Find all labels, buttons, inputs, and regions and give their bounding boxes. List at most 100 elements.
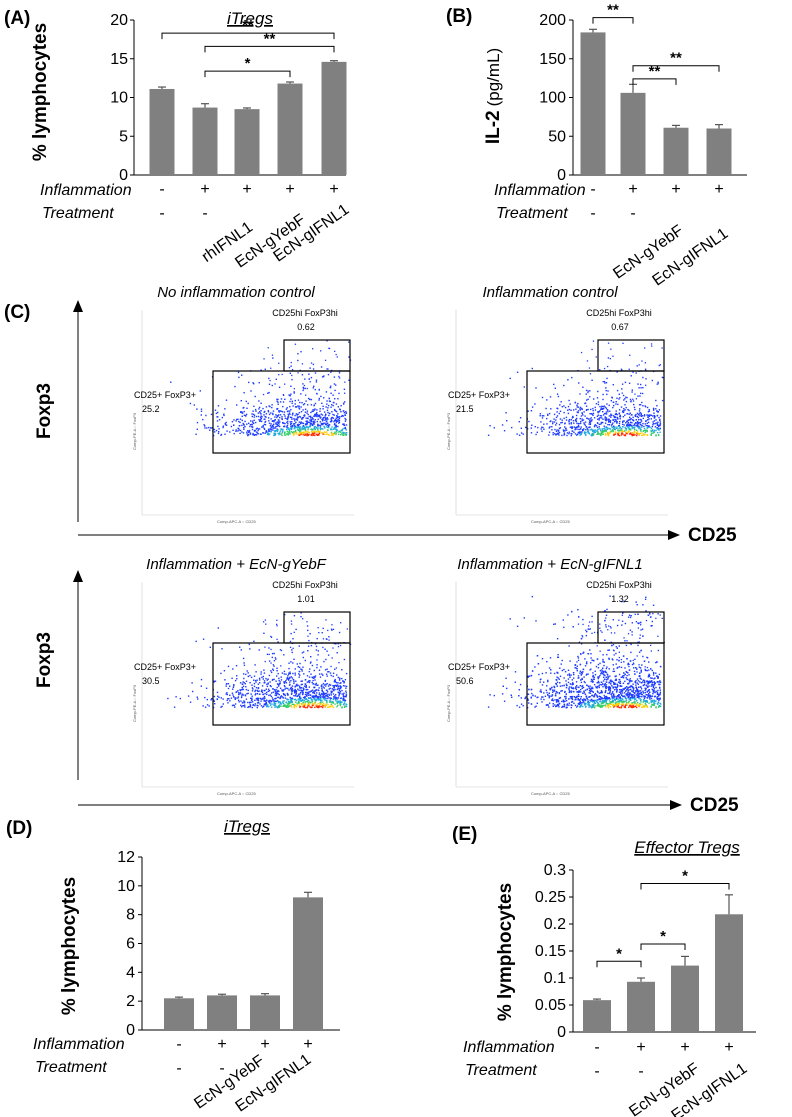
flow-plot-event bbox=[271, 706, 273, 708]
flow-plot-event bbox=[536, 655, 539, 657]
flow-plot-event bbox=[657, 411, 659, 413]
flow-plot-event bbox=[286, 407, 288, 409]
flow-plot-event bbox=[320, 428, 322, 431]
flow-plot-event bbox=[543, 428, 545, 430]
flow-plot-event bbox=[552, 699, 554, 702]
flow-plot-event bbox=[234, 703, 237, 705]
flow-plot-event bbox=[260, 369, 262, 371]
flow-plot-event bbox=[294, 425, 296, 427]
flow-plot-event bbox=[173, 706, 176, 708]
flow-plot-event bbox=[257, 697, 260, 700]
flow-plot-event bbox=[299, 662, 301, 665]
flow-plot-event bbox=[287, 698, 290, 701]
flow-plot-event bbox=[580, 420, 582, 423]
flow-plot-event bbox=[286, 701, 288, 703]
flow-plot-event bbox=[603, 430, 605, 432]
flow-plot-event bbox=[503, 430, 506, 432]
flow-plot-event bbox=[598, 695, 600, 697]
flow-plot-event bbox=[284, 688, 286, 690]
flow-plot-event bbox=[335, 384, 337, 386]
flow-plot-event bbox=[645, 694, 647, 696]
flow-plot-event bbox=[326, 695, 329, 697]
flow-plot-event bbox=[227, 687, 230, 690]
flow-plot-event bbox=[189, 701, 192, 703]
flow-plot-event bbox=[629, 423, 631, 425]
flow-plot-event bbox=[331, 404, 333, 406]
flow-plot-event bbox=[572, 683, 574, 685]
flow-plot-event bbox=[202, 418, 204, 421]
flow-plot-event bbox=[241, 415, 243, 417]
flow-plot-event bbox=[291, 651, 293, 654]
flow-plot-event bbox=[580, 351, 583, 354]
flow-plot-event bbox=[222, 703, 224, 705]
flow-plot-event bbox=[250, 701, 252, 703]
flow-plot-event bbox=[630, 424, 632, 426]
flow-plot-event bbox=[632, 706, 634, 708]
flow-plot-x-channel: Comp-APC-A :: CD25 bbox=[531, 519, 570, 524]
flow-plot-event bbox=[344, 685, 346, 687]
flow-plot-event bbox=[315, 684, 317, 686]
flow-plot-event bbox=[646, 706, 649, 708]
flow-plot-event bbox=[217, 416, 219, 418]
flow-plot-event bbox=[300, 683, 303, 686]
flow-plot-event bbox=[268, 674, 271, 677]
flow-plot-event bbox=[591, 419, 593, 421]
flow-plot-event bbox=[328, 414, 330, 417]
flow-plot-event bbox=[567, 412, 570, 415]
flow-plot-event bbox=[278, 702, 280, 704]
flow-plot-event bbox=[285, 682, 288, 684]
flow-plot-event bbox=[631, 391, 633, 393]
flow-plot-event bbox=[287, 703, 290, 705]
flow-plot-event bbox=[539, 690, 541, 693]
flow-plot-event bbox=[312, 421, 315, 423]
flow-plot-event bbox=[263, 414, 265, 416]
flow-plot-event bbox=[618, 425, 621, 427]
flow-plot-event bbox=[276, 667, 278, 669]
panel-b-significance-bracket bbox=[592, 17, 634, 24]
flow-plot-event bbox=[233, 684, 235, 686]
flow-plot-event bbox=[258, 677, 261, 679]
flow-plot-event bbox=[289, 646, 292, 648]
flow-plot-event bbox=[275, 658, 277, 660]
flow-plot-event bbox=[531, 424, 533, 426]
flow-plot-event bbox=[286, 428, 288, 431]
flow-plot-event bbox=[288, 429, 291, 431]
flow-plot-event bbox=[252, 432, 254, 435]
flow-plot-event bbox=[257, 699, 259, 701]
flow-plot-event bbox=[263, 682, 265, 684]
flow-plot-event bbox=[557, 704, 560, 706]
flow-plot-event bbox=[623, 688, 625, 690]
flow-plot-event bbox=[299, 693, 301, 695]
flow-plot-event bbox=[282, 705, 284, 707]
flow-plot-event bbox=[342, 431, 344, 433]
flow-plot-event bbox=[632, 420, 635, 422]
flow-plot-event bbox=[597, 667, 600, 669]
flow-plot-event bbox=[301, 418, 304, 420]
flow-plot-event bbox=[278, 701, 280, 703]
flow-plot-event bbox=[568, 645, 570, 647]
flow-plot-event bbox=[312, 691, 314, 693]
flow-plot-event bbox=[317, 696, 319, 698]
flow-plot-event bbox=[620, 701, 623, 703]
flow-plot-event bbox=[538, 673, 540, 676]
flow-plot-event bbox=[299, 705, 302, 708]
flow-plot-event bbox=[293, 615, 296, 617]
flow-plot-event bbox=[657, 383, 659, 385]
flow-plot-event bbox=[244, 695, 247, 697]
flow-plot-event bbox=[264, 619, 266, 621]
flow-plot-event bbox=[318, 689, 320, 692]
flow-plot-event bbox=[321, 693, 323, 695]
flow-plot-event bbox=[331, 432, 333, 434]
flow-plot-event bbox=[604, 427, 606, 429]
flow-plot-event bbox=[317, 706, 319, 709]
flow-plot-event bbox=[617, 706, 619, 708]
flow-plot-event bbox=[339, 702, 341, 704]
flow-plot-event bbox=[317, 427, 319, 429]
flow-plot-event bbox=[624, 673, 626, 676]
flow-plot-event bbox=[637, 702, 639, 704]
flow-plot-event bbox=[244, 420, 246, 423]
flow-plot-event bbox=[632, 662, 635, 664]
flow-plot-event bbox=[343, 434, 345, 436]
flow-plot-event bbox=[519, 417, 522, 419]
flow-plot-event bbox=[300, 616, 302, 618]
